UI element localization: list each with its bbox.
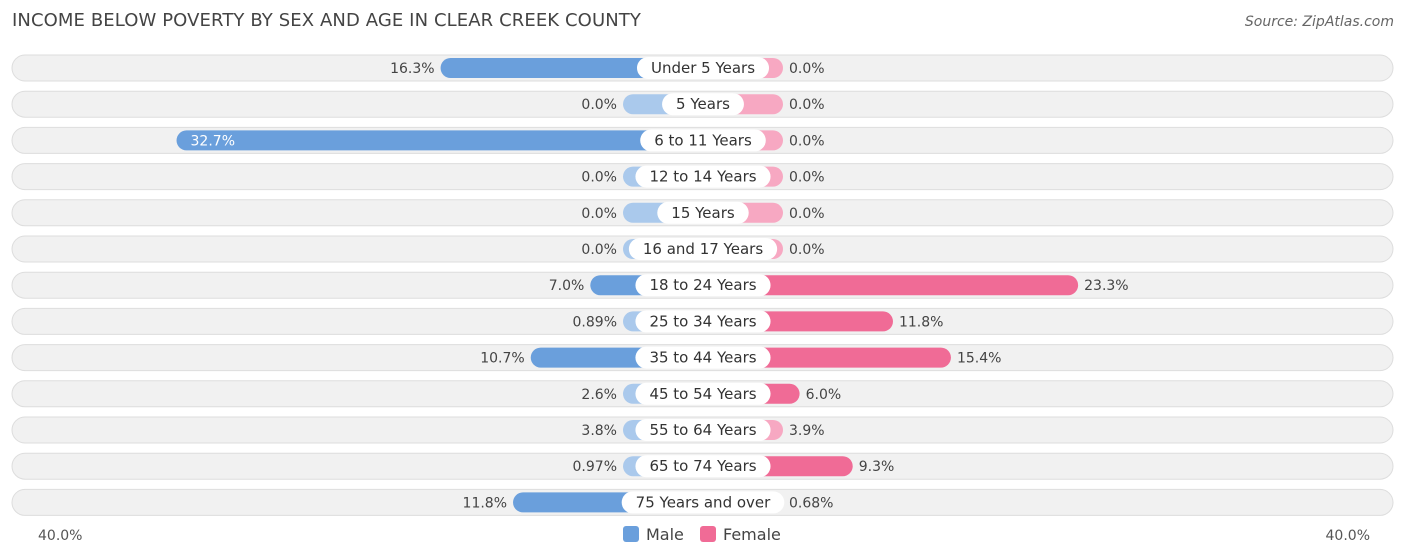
male-value-label: 0.0%	[581, 206, 617, 222]
male-value-label: 0.0%	[581, 242, 617, 258]
male-value-label: 0.0%	[581, 170, 617, 186]
female-value-label: 0.68%	[789, 495, 833, 511]
category-pill	[635, 274, 771, 297]
category-pill	[662, 93, 744, 116]
female-value-label: 0.0%	[789, 242, 825, 258]
male-value-label: 0.97%	[573, 459, 617, 475]
category-label: 35 to 44 Years	[649, 349, 756, 367]
female-value-label: 23.3%	[1084, 278, 1128, 294]
legend-male-label: Male	[646, 525, 684, 544]
category-label: Under 5 Years	[651, 59, 755, 77]
male-value-label: 32.7%	[191, 133, 235, 149]
legend-female-label: Female	[723, 525, 781, 544]
female-value-label: 0.0%	[789, 61, 825, 77]
female-bar	[703, 275, 1079, 296]
category-label: 18 to 24 Years	[649, 276, 756, 294]
category-pill	[621, 491, 785, 514]
axis-right-label: 40.0%	[1326, 528, 1370, 544]
male-value-label: 3.8%	[581, 423, 617, 439]
category-label: 6 to 11 Years	[654, 131, 752, 149]
male-value-label: 16.3%	[390, 61, 434, 77]
male-value-label: 10.7%	[480, 351, 524, 367]
category-pill	[657, 201, 749, 224]
category-label: 45 to 54 Years	[649, 385, 756, 403]
legend-female-swatch	[700, 526, 716, 542]
axis-left-label: 40.0%	[38, 528, 82, 544]
category-pill	[636, 57, 770, 79]
category-pill	[635, 419, 771, 441]
male-value-label: 2.6%	[581, 387, 617, 403]
category-label: 65 to 74 Years	[649, 457, 756, 475]
category-pill	[635, 165, 771, 188]
category-label: 12 to 14 Years	[649, 168, 756, 186]
chart-title: INCOME BELOW POVERTY BY SEX AND AGE IN C…	[12, 10, 641, 31]
legend-male-swatch	[623, 526, 639, 542]
female-value-label: 0.0%	[789, 206, 825, 222]
category-pill	[628, 238, 778, 260]
female-value-label: 15.4%	[957, 351, 1001, 367]
category-label: 5 Years	[676, 95, 730, 113]
category-pill	[640, 129, 766, 152]
female-value-label: 3.9%	[789, 423, 825, 439]
male-value-label: 11.8%	[463, 495, 507, 511]
male-bar	[440, 58, 703, 78]
source-credit: Source: ZipAtlas.com	[1244, 14, 1394, 30]
male-value-label: 0.0%	[581, 97, 617, 113]
category-pill	[635, 346, 771, 369]
female-value-label: 6.0%	[806, 387, 842, 403]
male-value-label: 7.0%	[549, 278, 585, 294]
female-value-label: 0.0%	[789, 97, 825, 113]
male-bar	[176, 130, 703, 151]
category-pill	[635, 382, 771, 405]
female-value-label: 9.3%	[859, 459, 895, 475]
category-label: 55 to 64 Years	[649, 421, 756, 439]
female-value-label: 0.0%	[789, 170, 825, 186]
male-value-label: 0.89%	[573, 314, 617, 330]
category-label: 25 to 34 Years	[649, 312, 756, 330]
category-label: 16 and 17 Years	[643, 240, 763, 258]
category-pill	[635, 310, 771, 333]
category-pill	[635, 455, 771, 478]
category-label: 75 Years and over	[636, 493, 771, 511]
female-value-label: 0.0%	[789, 133, 825, 149]
category-label: 15 Years	[671, 204, 735, 222]
female-value-label: 11.8%	[899, 314, 943, 330]
